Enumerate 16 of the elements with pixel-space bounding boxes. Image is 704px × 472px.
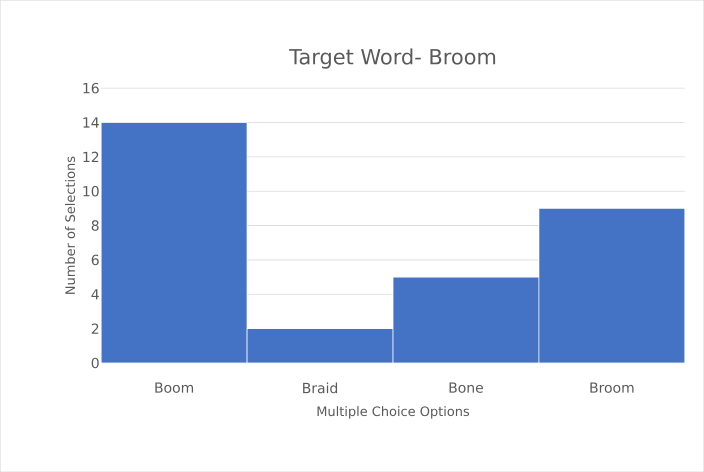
x-tick-label: Boom — [155, 382, 194, 393]
x-tick-label: Broom — [590, 382, 634, 393]
y-tick-label: 0 — [92, 358, 99, 368]
y-tick-label: 12 — [83, 152, 98, 162]
chart-title: Target Word- Broom — [289, 48, 496, 69]
y-tick-label: 4 — [91, 289, 99, 300]
y-tick-label: 2 — [92, 323, 98, 334]
x-axis-title: Multiple Choice Options — [318, 406, 470, 419]
x-tick-label: Bone — [450, 382, 483, 393]
y-tick-label: 10 — [83, 186, 99, 196]
y-tick-label: 16 — [83, 82, 99, 94]
y-tick-label: 8 — [92, 220, 99, 231]
y-axis-title: Number of Selections — [65, 156, 76, 294]
y-tick-label: 6 — [92, 254, 99, 266]
x-tick-label: Braid — [303, 382, 338, 394]
y-tick-label: 14 — [83, 117, 99, 128]
